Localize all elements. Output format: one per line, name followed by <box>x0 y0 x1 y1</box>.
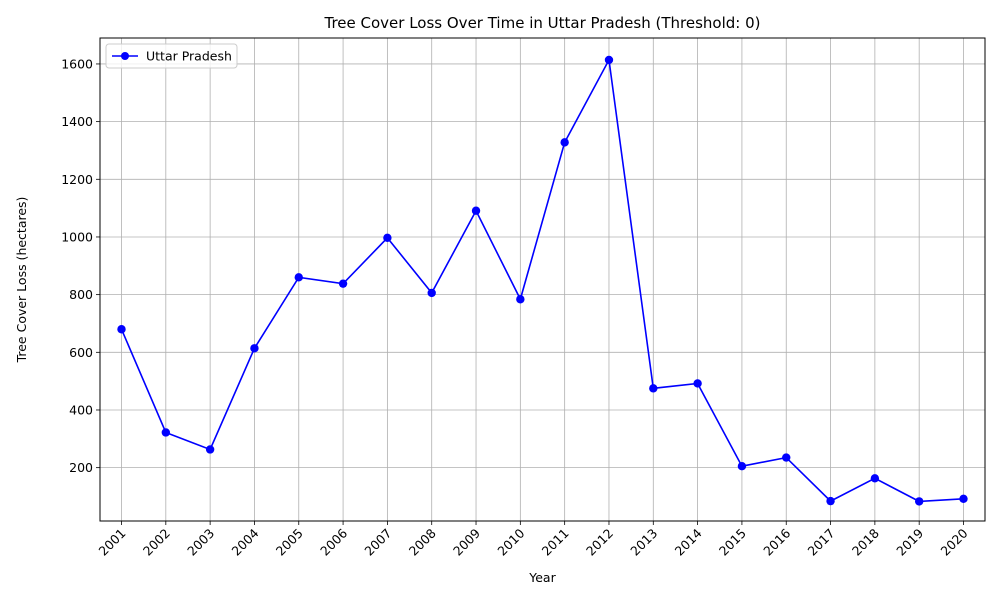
data-point <box>649 384 658 393</box>
y-tick-label: 1600 <box>61 56 93 71</box>
plot-frame <box>99 37 986 522</box>
data-point <box>737 462 747 471</box>
data-point <box>826 496 835 506</box>
y-tick-label: 200 <box>69 460 93 475</box>
data-point <box>693 379 702 388</box>
legend-marker-swatch <box>121 52 129 60</box>
data-point <box>560 138 569 147</box>
data-point <box>959 494 968 503</box>
data-point <box>914 497 924 506</box>
y-tick-label: 800 <box>69 287 93 302</box>
data-point <box>383 233 392 243</box>
data-point <box>427 288 436 298</box>
data-point <box>117 325 126 334</box>
legend-entry-label: Uttar Pradesh <box>146 49 232 64</box>
data-point <box>338 279 348 288</box>
y-tick-label: 1400 <box>61 114 93 129</box>
data-point <box>294 273 303 282</box>
data-point <box>471 206 481 215</box>
legend-box <box>105 43 238 69</box>
y-tick-label: 1200 <box>61 172 93 187</box>
y-axis-ticks: 200 400 600 800 1000 1200 1400 1600 <box>61 56 100 475</box>
data-point <box>516 295 525 304</box>
data-point <box>161 428 171 437</box>
data-point <box>870 474 880 483</box>
chart-title: Tree Cover Loss Over Time in Uttar Prade… <box>324 14 761 32</box>
data-point <box>250 344 259 353</box>
y-tick-label: 1000 <box>61 229 93 244</box>
grid-lines <box>100 38 985 521</box>
data-point <box>205 445 215 454</box>
legend: Uttar Pradesh <box>105 43 238 69</box>
y-tick-label: 600 <box>69 345 93 360</box>
data-point <box>604 55 614 65</box>
x-axis-label: Year <box>528 570 556 585</box>
data-point <box>782 453 791 462</box>
y-tick-label: 400 <box>69 402 93 417</box>
series-line <box>120 57 964 503</box>
y-axis-label: Tree Cover Loss (hectares) <box>14 197 29 364</box>
series-layer <box>117 55 968 506</box>
